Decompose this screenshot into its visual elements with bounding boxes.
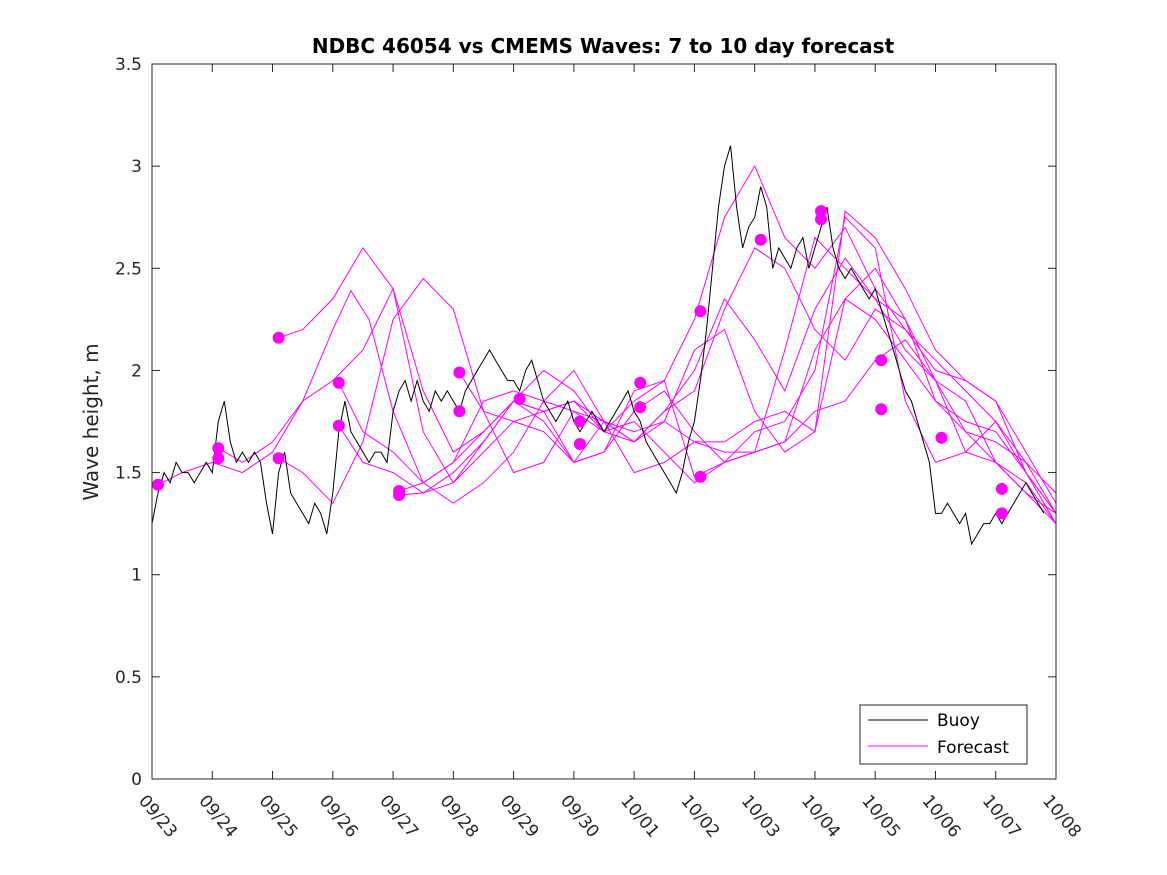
y-tick-label: 1 <box>131 566 142 586</box>
forecast-marker <box>272 331 285 344</box>
legend-label-buoy: Buoy <box>937 711 980 731</box>
forecast-marker <box>212 452 225 465</box>
forecast-marker <box>332 419 345 432</box>
legend-label-forecast: Forecast <box>937 738 1009 758</box>
forecast-marker <box>875 354 888 367</box>
forecast-line-9 <box>458 339 1057 494</box>
forecast-marker <box>694 470 707 483</box>
forecast-marker <box>332 376 345 389</box>
forecast-marker <box>393 489 406 501</box>
forecast-line-8 <box>399 210 1057 524</box>
forecast-marker <box>634 401 647 414</box>
plot-frame <box>151 63 1057 780</box>
forecast-marker <box>634 376 647 389</box>
forecast-marker <box>573 438 586 450</box>
forecast-marker <box>152 478 164 491</box>
y-tick-label: 2 <box>131 361 142 381</box>
y-tick-label: 3 <box>131 157 142 177</box>
y-axis-label: Wave height, m <box>79 343 103 500</box>
forecast-marker <box>754 233 767 246</box>
y-tick-label: 0 <box>131 770 142 790</box>
forecast-line-4 <box>278 257 1057 524</box>
legend-box <box>859 704 1028 765</box>
forecast-marker <box>995 507 1008 520</box>
forecast-marker <box>272 452 285 465</box>
y-tick-label: 0.5 <box>115 668 142 688</box>
marker-layer <box>152 205 1008 520</box>
forecast-marker <box>815 213 827 226</box>
forecast-marker <box>212 442 225 455</box>
forecast-marker <box>875 403 888 416</box>
forecast-marker <box>513 393 526 405</box>
y-tick-label: 2.5 <box>115 259 142 279</box>
series-layer <box>151 145 1057 546</box>
forecast-marker <box>573 415 586 428</box>
forecast-marker <box>694 305 707 318</box>
forecast-marker <box>995 482 1008 495</box>
y-tick-label: 1.5 <box>115 464 142 484</box>
forecast-marker <box>935 431 948 444</box>
forecast-marker <box>453 366 466 379</box>
chart-title: NDBC 46054 vs CMEMS Waves: 7 to 10 day f… <box>312 34 895 58</box>
legend: Buoy Forecast <box>859 704 1028 765</box>
forecast-marker <box>815 205 827 218</box>
buoy-line <box>151 145 1045 546</box>
y-tick-label: 3.5 <box>115 55 142 75</box>
forecast-line-5 <box>338 267 1057 514</box>
forecast-marker <box>453 405 466 418</box>
